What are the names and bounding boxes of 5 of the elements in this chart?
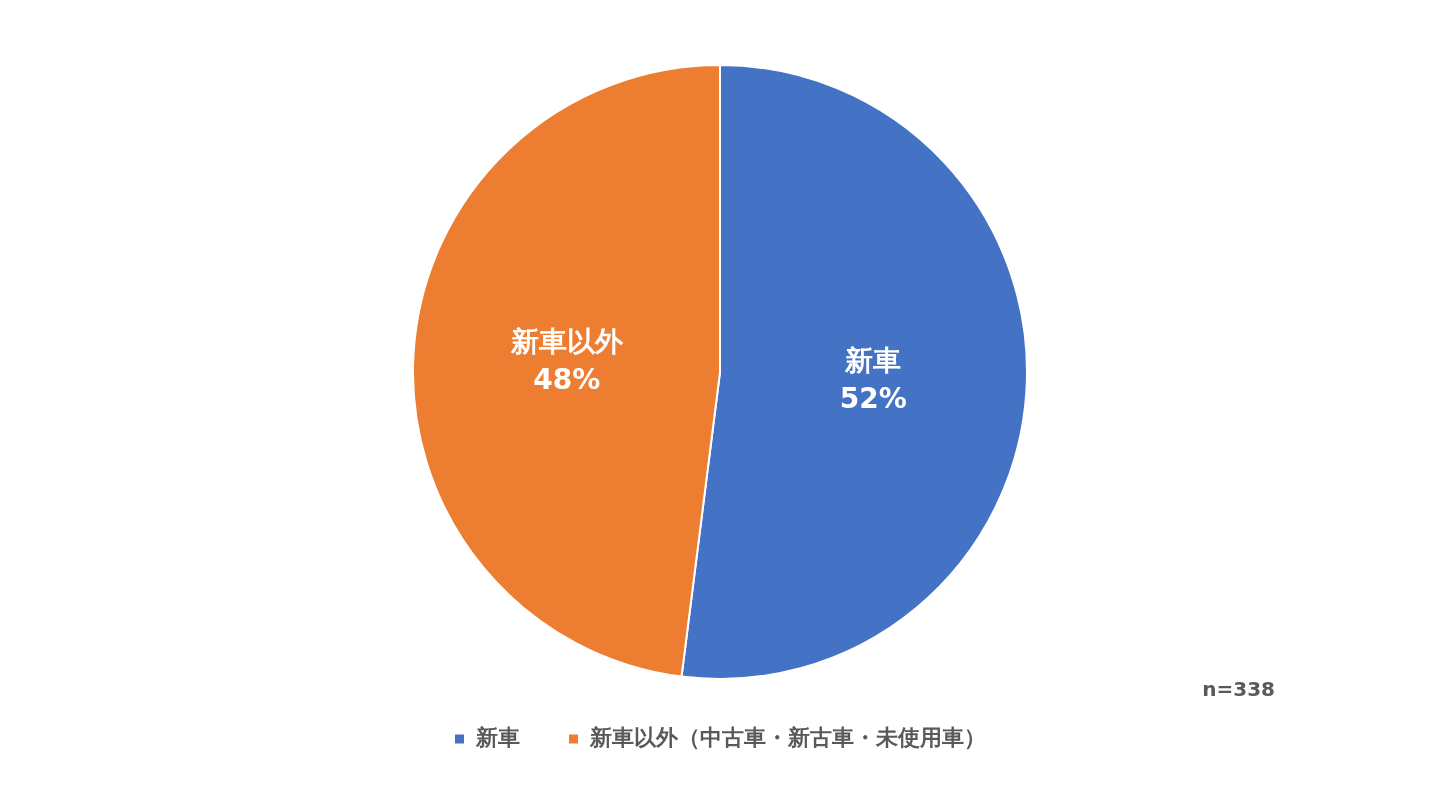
data-label: 新車 52% [839,343,907,415]
data-label: 新車以外 48% [509,324,624,396]
legend-label: 新車以外（中古車・新古車・未使用車） [589,724,986,750]
legend-label: 新車 [475,724,520,750]
text: n=338 [1202,677,1275,702]
